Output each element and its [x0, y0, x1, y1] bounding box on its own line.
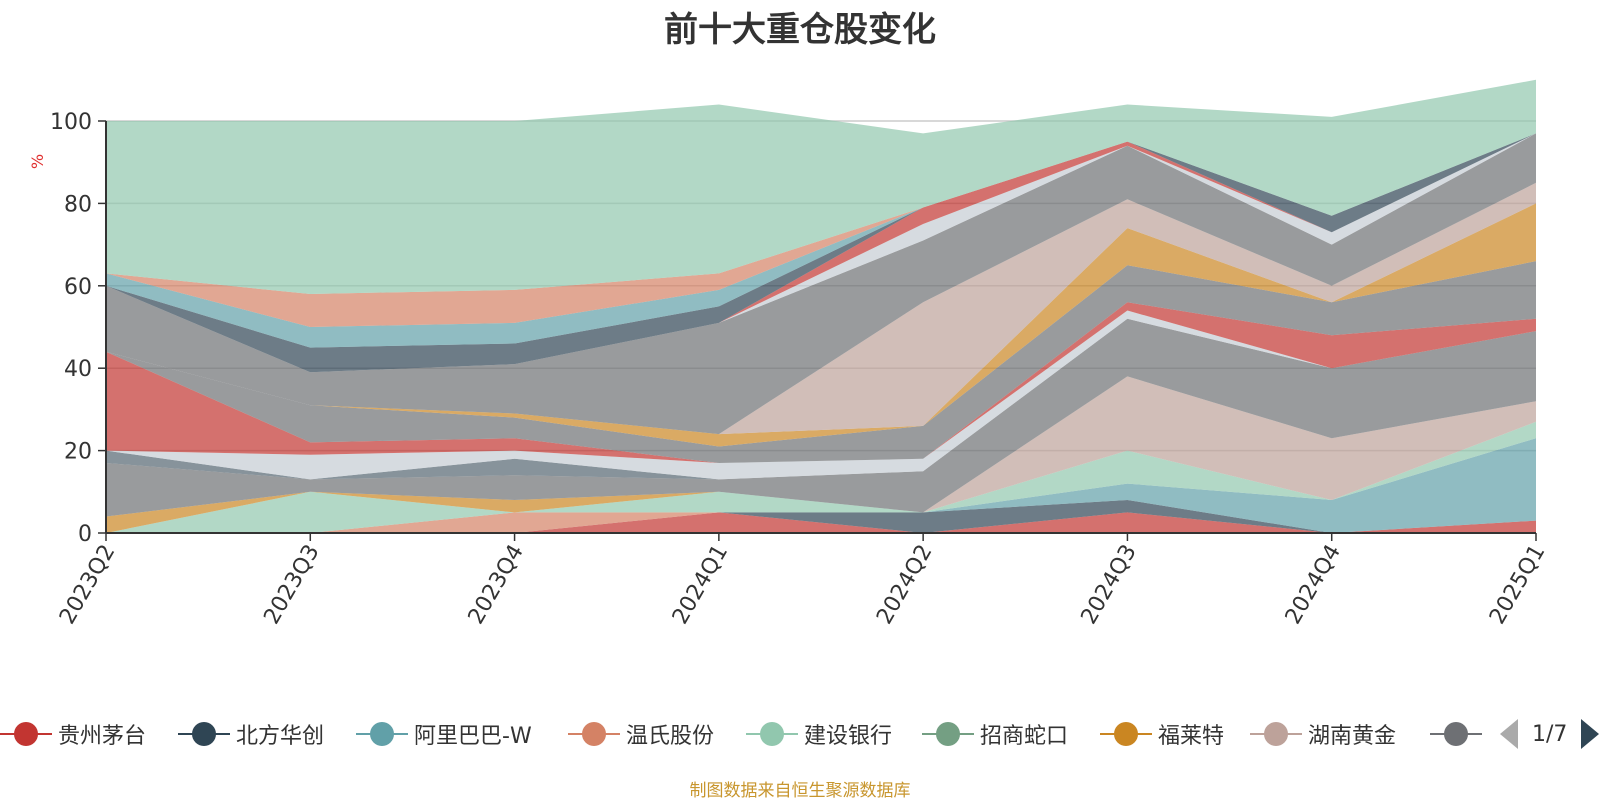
x-tick-label: 2024Q2: [872, 541, 937, 629]
chart-title: 前十大重仓股变化: [664, 10, 936, 50]
area-series-6[interactable]: [106, 421, 1536, 533]
legend-pager: 1/7: [1500, 718, 1600, 750]
legend: 贵州茅台 北方华创 阿里巴巴-W 温氏股份 建设银行 招商蛇口 福莱特 湖南黄金: [0, 712, 1600, 756]
area-series-20[interactable]: [106, 133, 1536, 327]
legend-label: 温氏股份: [626, 724, 715, 749]
x-tick-label: 2024Q1: [668, 541, 733, 629]
area-series-8[interactable]: [106, 318, 1536, 517]
legend-label: 招商蛇口: [980, 724, 1069, 749]
x-tick-label: 2024Q4: [1281, 541, 1346, 629]
legend-label: 北方华创: [236, 724, 325, 749]
area-series-7[interactable]: [106, 376, 1536, 517]
legend-item[interactable]: [1430, 712, 1482, 756]
area-series-13[interactable]: [106, 203, 1536, 447]
legend-item[interactable]: 贵州茅台: [0, 712, 146, 756]
legend-page-indicator: 1/7: [1532, 721, 1568, 747]
x-tick-label: 2023Q3: [259, 541, 324, 629]
legend-marker-icon: [178, 712, 230, 756]
area-series-11[interactable]: [106, 302, 1536, 463]
x-tick-label: 2025Q1: [1485, 541, 1550, 629]
legend-item[interactable]: 阿里巴巴-W: [356, 712, 532, 756]
area-series-14[interactable]: [106, 182, 1536, 435]
data-source-note: 制图数据来自恒生聚源数据库: [689, 781, 911, 801]
y-tick-label: 80: [64, 192, 92, 217]
legend-item[interactable]: 北方华创: [178, 712, 324, 756]
legend-marker-icon: [568, 712, 620, 756]
legend-item[interactable]: 招商蛇口: [922, 712, 1068, 756]
legend-label: 湖南黄金: [1308, 724, 1397, 749]
legend-marker-icon: [746, 712, 798, 756]
legend-label: 福莱特: [1158, 724, 1225, 749]
legend-item[interactable]: 湖南黄金: [1250, 712, 1396, 756]
legend-label: 建设银行: [804, 724, 893, 749]
area-series-2[interactable]: [106, 438, 1536, 533]
legend-item[interactable]: 温氏股份: [568, 712, 714, 756]
legend-marker-icon: [922, 712, 974, 756]
legend-item[interactable]: 建设银行: [746, 712, 892, 756]
area-series-group: [106, 79, 1536, 533]
area-series-1[interactable]: [106, 500, 1536, 533]
y-tick-label: 40: [64, 357, 92, 382]
legend-label: 贵州茅台: [58, 724, 147, 749]
area-series-19[interactable]: [106, 133, 1536, 348]
x-tick-label: 2023Q4: [464, 541, 529, 629]
legend-label: 阿里巴巴-W: [414, 724, 532, 749]
legend-prev-page-icon[interactable]: [1500, 719, 1518, 749]
x-tick-label: 2023Q2: [55, 541, 120, 629]
legend-item[interactable]: 福莱特: [1100, 712, 1224, 756]
area-series-4[interactable]: [106, 421, 1536, 533]
stacked-area-plot: 0 20 40 60 80 100 2023Q2 2023Q3 2023Q4 2024Q1 2024…: [50, 79, 1550, 629]
legend-next-page-icon[interactable]: [1581, 719, 1600, 749]
area-series-21[interactable]: [106, 79, 1536, 294]
y-tick-label: 20: [64, 440, 92, 465]
y-tick-label: 0: [78, 522, 92, 547]
legend-marker-icon: [1100, 712, 1152, 756]
x-tick-label: 2024Q3: [1077, 541, 1142, 629]
area-series-10[interactable]: [106, 310, 1536, 480]
y-tick-label: 100: [50, 110, 92, 135]
legend-marker-icon: [1250, 712, 1302, 756]
y-tick-label: 60: [64, 275, 92, 300]
legend-marker-icon: [356, 712, 408, 756]
legend-marker-icon: [1430, 712, 1482, 756]
legend-marker-icon: [0, 712, 52, 756]
area-series-15[interactable]: [106, 133, 1536, 435]
